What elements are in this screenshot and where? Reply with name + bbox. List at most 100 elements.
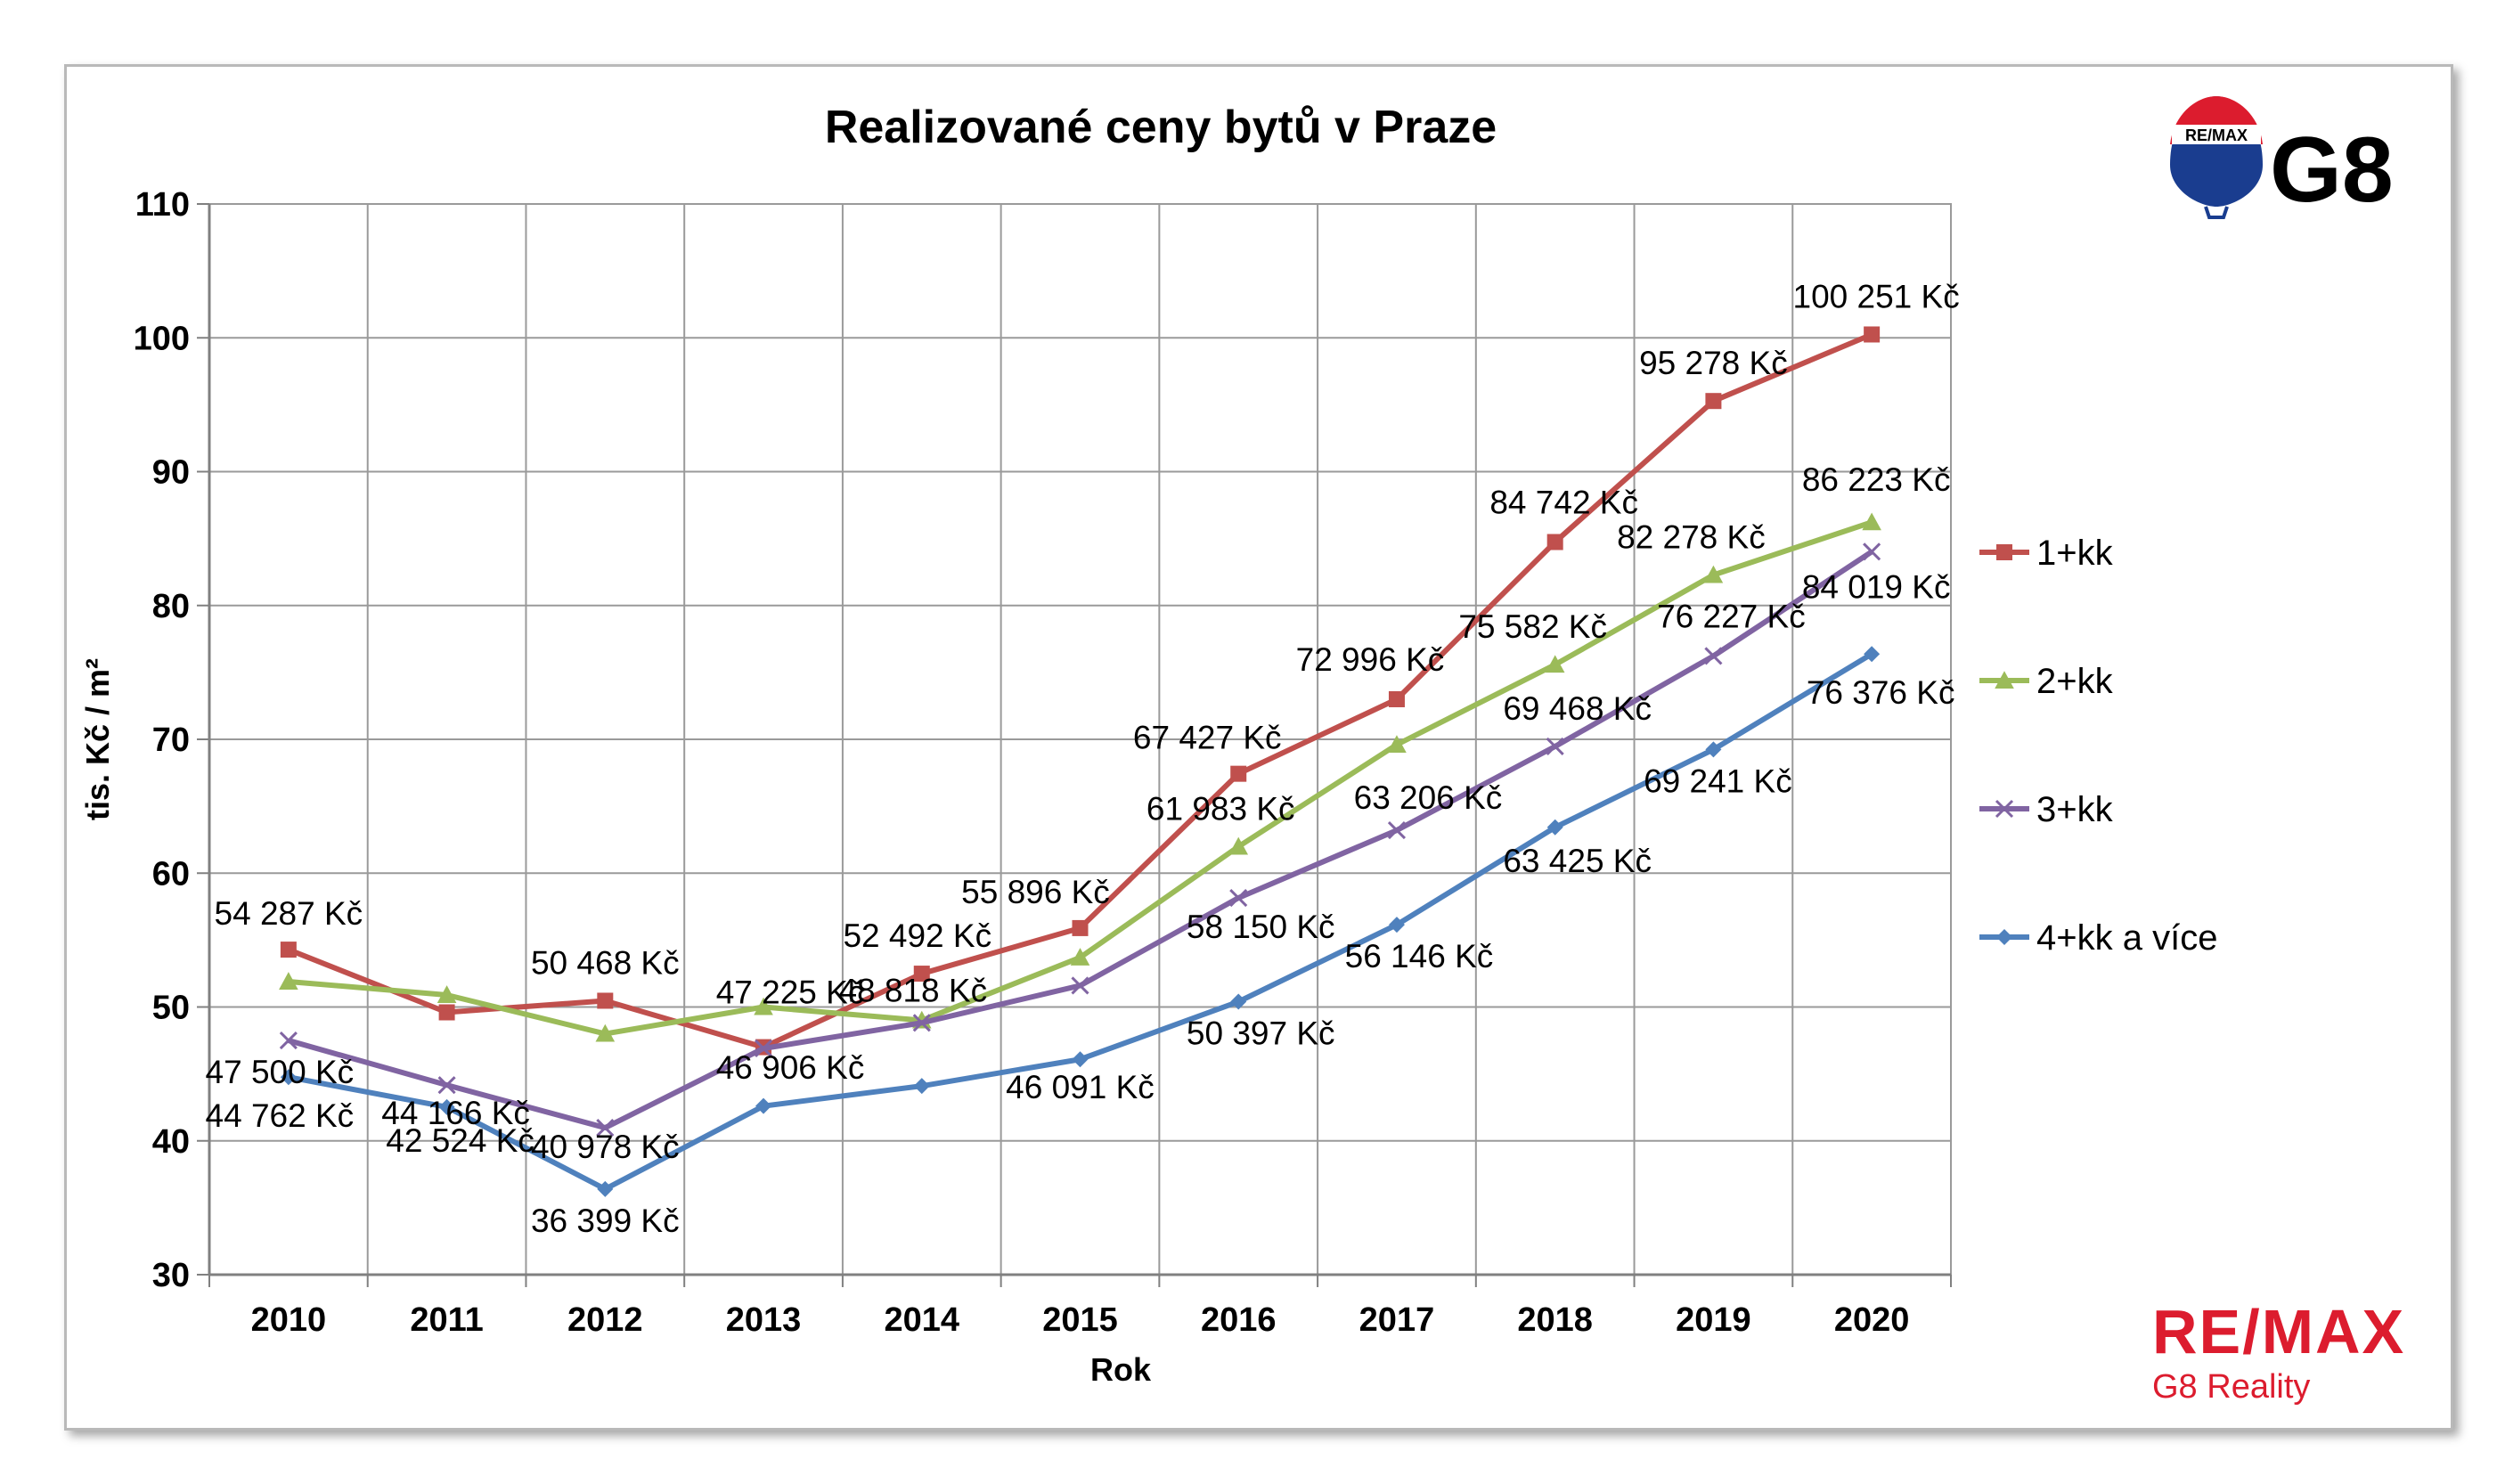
legend-label: 2+kk [2036,662,2114,701]
data-labels: 54 287 Kč 50 468 Kč 52 492 Kč 55 896 Kč 67 4… [206,278,1960,1238]
data-label: 69 468 Kč [1503,690,1652,727]
point-marker [1070,948,1090,966]
point-marker [1072,1051,1089,1068]
data-label: 47 500 Kč [206,1054,355,1090]
data-label: 50 397 Kč [1187,1015,1335,1052]
data-label: 48 818 Kč [838,972,987,1008]
data-label: 69 241 Kč [1644,762,1792,799]
point-marker [1388,917,1405,934]
legend-label: 3+kk [2036,790,2114,829]
point-marker [437,985,457,1003]
point-marker [597,992,614,1009]
remax-wordmark: RE/MAX [2152,1297,2406,1366]
x-tick-label: 2014 [884,1301,959,1339]
data-label: 67 427 Kč [1133,720,1282,756]
point-marker [437,1076,456,1095]
legend-item: 3+kk [1979,790,2114,829]
point-marker [1071,976,1089,995]
point-marker [1864,326,1881,343]
legend-item: 1+kk [1979,534,2114,573]
x-axis-title: Rok [1090,1351,1152,1388]
data-label: 75 582 Kč [1458,608,1607,645]
data-label: 63 425 Kč [1503,843,1652,879]
data-label: 36 399 Kč [531,1203,680,1239]
data-label: 72 996 Kč [1296,641,1445,678]
data-label: 56 146 Kč [1345,938,1494,974]
data-label: 63 206 Kč [1354,779,1503,816]
remax-g8-logo: RE/MAX G8 [2170,96,2394,222]
balloon-text: RE/MAX [2185,126,2248,144]
x-tick-label: 2020 [1834,1301,1910,1339]
point-marker [280,1069,297,1086]
legend-item: 4+kk a více [1979,918,2217,958]
point-marker [754,1039,773,1058]
axes: 30 40 50 60 70 80 90 100 110 2010 2011 2012 2013 2014… [134,186,1952,1339]
y-tick-label: 80 [152,588,190,625]
legend: 1+kk 2+kk 3+kk 4+kk a více [1979,534,2217,958]
data-label: 42 524 Kč [386,1122,534,1159]
y-tick-label: 60 [152,855,190,893]
point-marker [913,966,930,983]
data-label: 40 978 Kč [531,1129,680,1165]
legend-label: 1+kk [2036,534,2114,573]
data-label: 47 225 Kč [716,974,865,1011]
point-marker [754,997,773,1015]
data-label: 76 376 Kč [1807,674,1955,711]
y-tick-label: 40 [152,1123,190,1161]
x-tick-label: 2010 [251,1301,327,1339]
point-marker [1388,690,1405,707]
point-marker [1230,993,1247,1010]
point-marker [1546,534,1563,550]
x-tick-label: 2011 [410,1301,483,1339]
y-tick-label: 100 [134,320,190,357]
point-marker [1545,655,1565,673]
data-label: 58 150 Kč [1187,909,1335,945]
point-marker [1704,647,1723,665]
point-marker [1387,735,1407,754]
point-marker [1705,741,1722,758]
point-marker [755,1097,772,1114]
data-label: 86 223 Kč [1802,461,1951,498]
data-label: 52 492 Kč [843,917,991,954]
point-marker [1996,929,2012,945]
data-label: 50 468 Kč [531,944,680,981]
data-label: 95 278 Kč [1639,345,1788,381]
point-marker [1863,542,1881,561]
point-marker [1072,919,1089,936]
point-marker [1230,765,1247,782]
point-marker [1546,819,1563,836]
legend-label: 4+kk a více [2036,918,2217,958]
point-marker [1864,646,1881,663]
point-marker [1546,737,1564,756]
y-tick-label: 90 [152,454,190,492]
data-label: 46 906 Kč [716,1049,865,1086]
series-layer [279,326,1881,1197]
y-tick-label: 110 [135,186,190,224]
data-label: 82 278 Kč [1617,519,1766,556]
x-tick-label: 2015 [1042,1301,1118,1339]
series-4-kk-a-v-ce [280,646,1881,1197]
point-marker [597,1180,614,1197]
point-marker [280,942,297,958]
data-label: 100 251 Kč [1793,278,1960,314]
chart-title: Realizované ceny bytů v Praze [825,102,1497,153]
y-tick-label: 50 [152,990,190,1027]
x-tick-label: 2013 [726,1301,802,1339]
x-tick-label: 2017 [1359,1301,1435,1339]
point-marker [1229,888,1248,908]
point-marker [912,1014,931,1032]
point-marker [1995,671,2014,689]
data-label: 61 983 Kč [1146,790,1295,827]
point-marker [1703,565,1724,583]
data-label: 44 762 Kč [206,1097,355,1134]
x-tick-label: 2012 [567,1301,643,1339]
point-marker [1862,512,1881,531]
point-marker [913,1078,930,1095]
data-label: 46 091 Kč [1006,1069,1155,1105]
x-tick-label: 2018 [1517,1301,1593,1339]
point-marker [1705,393,1722,410]
data-label: 76 227 Kč [1657,598,1806,634]
series-1-kk [280,326,1881,1056]
point-marker [438,1004,455,1021]
